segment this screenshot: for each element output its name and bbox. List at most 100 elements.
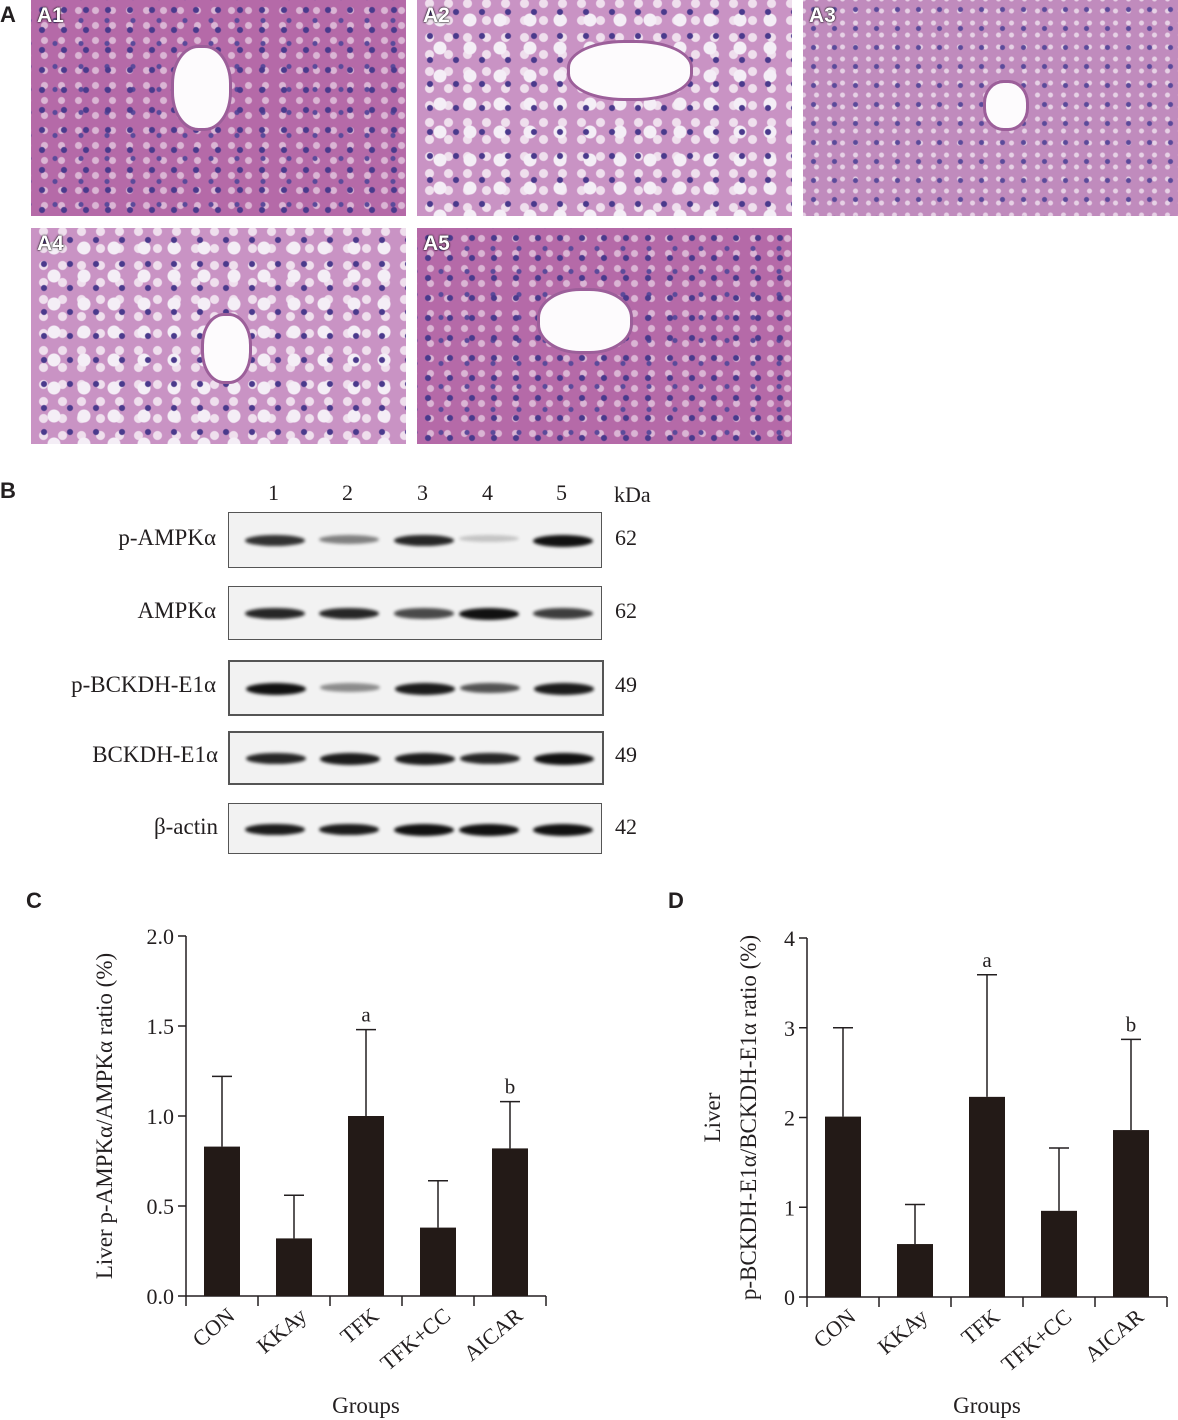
- y-axis-label: p-BCKDH-E1α/BCKDH-E1α ratio (%): [736, 935, 761, 1300]
- blot-row-label: p-BCKDH-E1α: [71, 672, 216, 697]
- bar-kkay: [897, 1244, 933, 1297]
- histology-image-a5: A5: [417, 228, 792, 444]
- protein-band: [245, 535, 305, 547]
- y-tick-label: 2.0: [147, 924, 175, 949]
- blot-row: [228, 586, 602, 640]
- significance-label: b: [505, 1075, 516, 1099]
- molecular-weight: 49: [615, 672, 637, 697]
- protein-band: [534, 753, 594, 765]
- lane-number: 1: [268, 480, 279, 505]
- protein-band: [245, 823, 305, 836]
- bar-tfk: [348, 1116, 384, 1296]
- protein-band: [395, 683, 455, 695]
- bar-tfk-cc: [1041, 1210, 1077, 1297]
- protein-band: [394, 823, 454, 836]
- central-vein: [537, 288, 633, 354]
- protein-band: [320, 683, 380, 692]
- protein-band: [459, 608, 519, 620]
- central-vein: [201, 313, 252, 384]
- protein-band: [459, 535, 519, 543]
- molecular-weight: 49: [615, 742, 637, 767]
- y-tick-label: 0: [784, 1285, 795, 1310]
- blot-row: [228, 803, 602, 854]
- central-vein: [983, 80, 1029, 131]
- histology-image-a4: A4: [31, 228, 406, 444]
- protein-band: [533, 823, 593, 836]
- blot-row-label: p-AMPKα: [118, 525, 216, 550]
- x-tick-label: AICAR: [1080, 1303, 1149, 1366]
- y-axis-label: Liver p-AMPKα/AMPKα ratio (%): [92, 953, 117, 1279]
- central-vein: [567, 40, 693, 101]
- y-tick-label: 1.5: [147, 1014, 175, 1039]
- histology-label: A4: [37, 232, 64, 255]
- molecular-weight: 62: [615, 598, 637, 623]
- lane-number: 4: [482, 480, 493, 505]
- histology-image-a3: A3: [803, 0, 1178, 216]
- protein-band: [245, 608, 305, 620]
- protein-band: [533, 608, 593, 619]
- x-tick-label: KKAy: [873, 1304, 932, 1360]
- blot-row-label: BCKDH-E1α: [92, 742, 218, 767]
- bar-tfk-cc: [420, 1227, 456, 1296]
- histology-label: A5: [423, 232, 450, 255]
- y-axis-label: Liver: [700, 1092, 725, 1142]
- y-tick-label: 1.0: [147, 1104, 175, 1129]
- significance-label: a: [982, 948, 992, 972]
- protein-band: [459, 823, 519, 836]
- protein-band: [460, 753, 520, 765]
- x-tick-label: CON: [188, 1303, 240, 1352]
- protein-band: [394, 608, 454, 619]
- panel-label-d: D: [668, 888, 684, 913]
- y-tick-label: 0.0: [147, 1284, 175, 1309]
- blot-row-label: AMPKα: [137, 598, 216, 623]
- protein-band: [319, 608, 379, 620]
- histology-image-a1: A1: [31, 0, 406, 216]
- protein-band: [319, 823, 379, 836]
- y-tick-label: 2: [784, 1106, 795, 1131]
- protein-band: [533, 535, 593, 547]
- lane-number: 5: [556, 480, 567, 505]
- y-tick-label: 3: [784, 1016, 795, 1041]
- lane-number: 2: [342, 480, 353, 505]
- molecular-weight: 62: [615, 525, 637, 550]
- central-vein: [171, 45, 232, 131]
- significance-label: b: [1126, 1012, 1137, 1036]
- x-tick-label: KKAy: [252, 1303, 311, 1359]
- protein-band: [246, 753, 306, 765]
- x-tick-label: TFK: [335, 1303, 383, 1349]
- kda-unit: kDa: [614, 482, 651, 507]
- bar-con: [204, 1146, 240, 1296]
- histology-image-a2: A2: [417, 0, 792, 216]
- y-tick-label: 0.5: [147, 1194, 175, 1219]
- blot-row-label: β-actin: [153, 813, 218, 839]
- blot-row: [228, 731, 604, 785]
- x-axis-label: Groups: [332, 1393, 400, 1418]
- x-axis-label: Groups: [953, 1393, 1021, 1418]
- bar-kkay: [276, 1238, 312, 1296]
- blot-row: [228, 660, 604, 716]
- protein-band: [246, 683, 306, 695]
- protein-band: [320, 753, 380, 765]
- protein-band: [534, 683, 594, 695]
- significance-label: a: [361, 1003, 371, 1027]
- protein-band: [395, 753, 455, 765]
- protein-band: [394, 535, 454, 547]
- y-tick-label: 4: [784, 926, 795, 951]
- blot-row: [228, 512, 602, 568]
- protein-band: [319, 535, 379, 544]
- bar-aicar: [1113, 1130, 1149, 1297]
- protein-band: [460, 683, 520, 694]
- panel-label-b: B: [0, 478, 16, 503]
- bar-aicar: [492, 1148, 528, 1296]
- x-tick-label: TFK+CC: [375, 1303, 455, 1376]
- lane-number: 3: [417, 480, 428, 505]
- molecular-weight: 42: [615, 813, 637, 839]
- x-tick-label: CON: [809, 1304, 861, 1353]
- panel-label-c: C: [26, 888, 42, 913]
- bar-con: [825, 1116, 861, 1297]
- x-tick-label: TFK: [956, 1304, 1004, 1350]
- panel-label-a: A: [0, 2, 16, 27]
- bar-tfk: [969, 1096, 1005, 1297]
